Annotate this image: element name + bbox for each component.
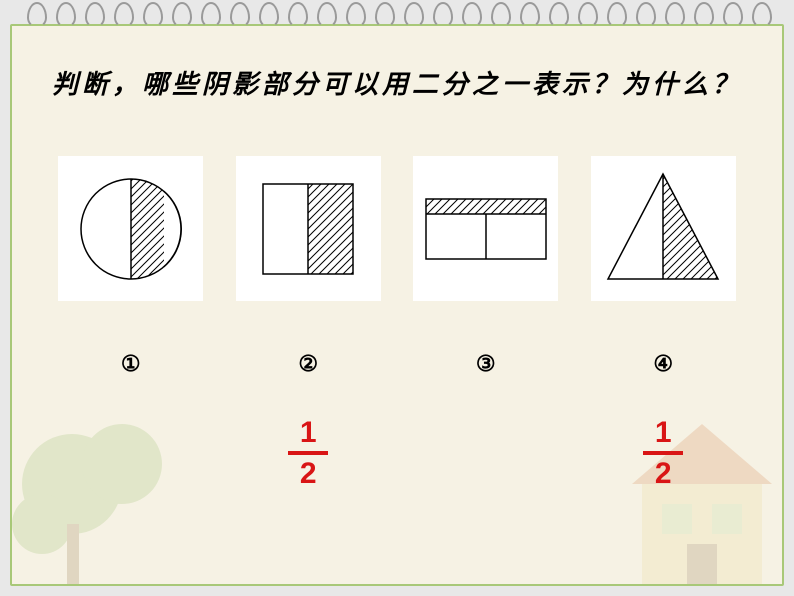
shape-rect-strip xyxy=(413,156,558,301)
spiral-binding xyxy=(0,2,794,32)
spiral-ring xyxy=(605,2,625,28)
shape-triangle xyxy=(591,156,736,301)
spiral-ring xyxy=(576,2,596,28)
fraction-2: 1 2 xyxy=(288,416,328,490)
spiral-ring xyxy=(518,2,538,28)
question-text: 判断，哪些阴影部分可以用二分之一表示？为什么？ xyxy=(52,64,742,101)
spiral-ring xyxy=(54,2,74,28)
fraction-slot-3 xyxy=(413,416,558,490)
spiral-ring xyxy=(199,2,219,28)
fraction-4-num: 1 xyxy=(643,416,683,449)
spiral-ring xyxy=(750,2,770,28)
spiral-ring xyxy=(402,2,422,28)
label-3: ③ xyxy=(413,351,558,377)
page: 判断，哪些阴影部分可以用二分之一表示？为什么？ xyxy=(10,24,784,586)
fraction-4: 1 2 xyxy=(643,416,683,490)
fraction-4-bar xyxy=(643,451,683,455)
spiral-ring xyxy=(228,2,248,28)
fraction-slot-4: 1 2 xyxy=(591,416,736,490)
label-1: ① xyxy=(58,351,203,377)
shape-square xyxy=(236,156,381,301)
label-4: ④ xyxy=(591,351,736,377)
shapes-row xyxy=(42,156,752,301)
fraction-4-den: 2 xyxy=(643,457,683,490)
fraction-slot-1 xyxy=(58,416,203,490)
spiral-ring xyxy=(547,2,567,28)
spiral-ring xyxy=(460,2,480,28)
fractions-row: 1 2 1 2 xyxy=(42,416,752,490)
labels-row: ① ② ③ ④ xyxy=(42,351,752,377)
spiral-ring xyxy=(663,2,683,28)
spiral-ring xyxy=(431,2,451,28)
spiral-ring xyxy=(692,2,712,28)
spiral-ring xyxy=(489,2,509,28)
spiral-ring xyxy=(373,2,393,28)
spiral-ring xyxy=(257,2,277,28)
fraction-slot-2: 1 2 xyxy=(236,416,381,490)
spiral-ring xyxy=(634,2,654,28)
spiral-ring xyxy=(315,2,335,28)
spiral-ring xyxy=(286,2,306,28)
spiral-ring xyxy=(83,2,103,28)
label-2: ② xyxy=(236,351,381,377)
fraction-2-den: 2 xyxy=(288,457,328,490)
spiral-ring xyxy=(25,2,45,28)
spiral-ring xyxy=(141,2,161,28)
spiral-ring xyxy=(170,2,190,28)
spiral-ring xyxy=(721,2,741,28)
fraction-2-num: 1 xyxy=(288,416,328,449)
spiral-ring xyxy=(112,2,132,28)
fraction-2-bar xyxy=(288,451,328,455)
shape-circle xyxy=(58,156,203,301)
spiral-ring xyxy=(344,2,364,28)
